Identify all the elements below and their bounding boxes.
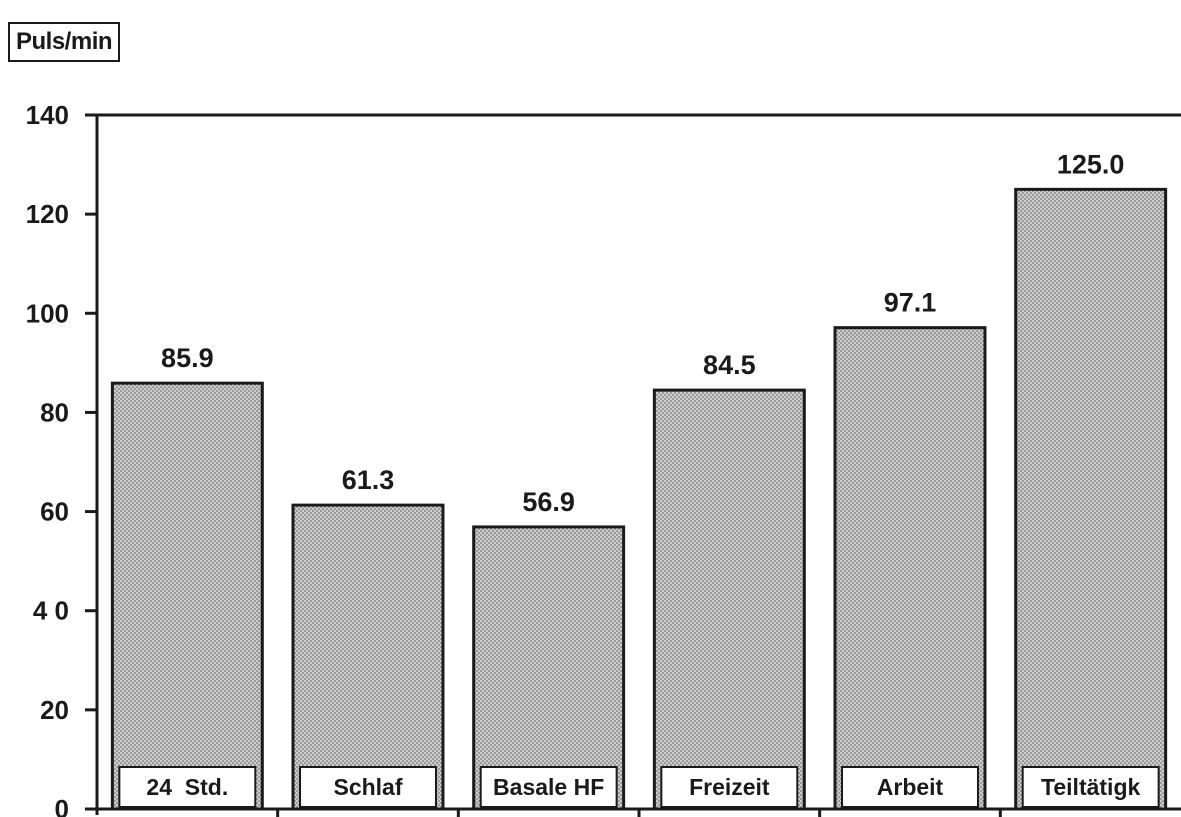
y-tick-label: 4 0 [33, 596, 69, 626]
category-label-box [1021, 766, 1160, 808]
y-tick-label: 20 [40, 695, 69, 725]
bar [652, 388, 806, 811]
y-axis-unit-label: Puls/min [8, 22, 121, 62]
y-tick-label: 120 [26, 199, 69, 229]
bar [110, 381, 264, 811]
category-label: Teiltätigk [1041, 774, 1140, 800]
bars [110, 187, 1168, 811]
y-tick-label: 80 [40, 397, 69, 427]
category-label: Schlaf [333, 774, 402, 800]
category-label-box [479, 766, 618, 808]
value-label: 84.5 [703, 350, 756, 380]
value-label: 56.9 [522, 487, 575, 517]
y-tick-label: 140 [26, 100, 69, 130]
labels: 85.9 24 Std. 61.3 Schlaf 56.9 Basale HF 84.5 Fr… [118, 149, 1160, 808]
bar [291, 503, 445, 811]
value-label: 97.1 [884, 288, 937, 318]
category-label-box [841, 766, 979, 808]
category-label-box [660, 766, 799, 808]
value-label: 61.3 [342, 465, 395, 495]
category-label: 24 Std. [146, 774, 228, 800]
y-tick-label: 0 [55, 794, 69, 817]
category-label: Basale HF [493, 774, 604, 800]
category-label-box [299, 766, 437, 808]
value-label: 125.0 [1057, 149, 1125, 179]
y-tick-label: 60 [40, 497, 69, 527]
bar [472, 525, 626, 811]
value-label: 85.9 [161, 343, 214, 373]
category-label: Arbeit [877, 774, 944, 800]
bar [1014, 187, 1168, 811]
category-label: Freizeit [689, 774, 770, 800]
y-tick-label: 100 [26, 298, 69, 328]
category-label-box [118, 766, 257, 808]
bar [833, 326, 987, 811]
